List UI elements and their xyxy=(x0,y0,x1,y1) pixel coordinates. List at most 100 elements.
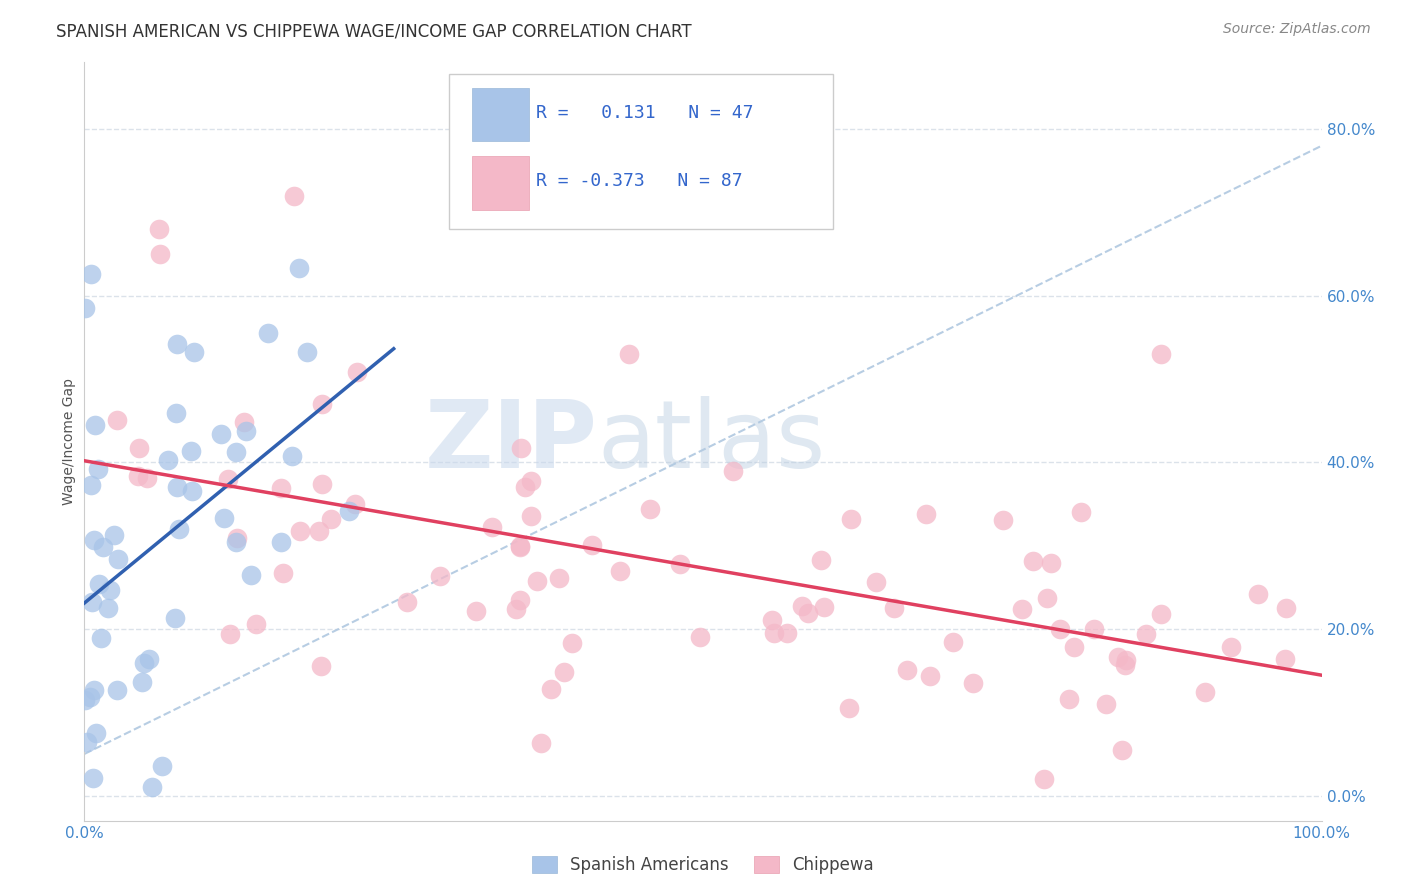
Point xyxy=(214,511,236,525)
Point xyxy=(288,260,311,275)
Point xyxy=(141,780,163,795)
FancyBboxPatch shape xyxy=(471,88,529,141)
Point xyxy=(1059,692,1081,706)
Point xyxy=(76,735,98,749)
Point xyxy=(548,570,571,584)
Point xyxy=(245,616,267,631)
Point xyxy=(165,406,187,420)
Point xyxy=(135,471,157,485)
Point xyxy=(689,630,711,644)
Point xyxy=(553,665,575,680)
Point xyxy=(149,247,172,261)
Point xyxy=(127,468,149,483)
Point xyxy=(346,365,368,379)
Point xyxy=(138,651,160,665)
Point xyxy=(165,611,187,625)
Point xyxy=(797,607,820,621)
Point xyxy=(509,441,531,455)
Point xyxy=(761,613,783,627)
Point xyxy=(962,675,984,690)
Point xyxy=(839,511,862,525)
Point xyxy=(225,445,247,459)
Point xyxy=(82,595,104,609)
Text: SPANISH AMERICAN VS CHIPPEWA WAGE/INCOME GAP CORRELATION CHART: SPANISH AMERICAN VS CHIPPEWA WAGE/INCOME… xyxy=(56,22,692,40)
Point xyxy=(270,535,292,549)
Point xyxy=(218,627,240,641)
Point xyxy=(1107,650,1129,665)
Point xyxy=(883,600,905,615)
Text: R = -0.373   N = 87: R = -0.373 N = 87 xyxy=(536,172,742,191)
Text: ZIP: ZIP xyxy=(425,395,598,488)
Point xyxy=(1220,640,1243,655)
Point xyxy=(308,524,330,538)
Point xyxy=(1194,685,1216,699)
Point xyxy=(721,463,744,477)
Point xyxy=(429,569,451,583)
Point xyxy=(295,345,318,359)
Point xyxy=(166,480,188,494)
Point xyxy=(87,577,110,591)
Point xyxy=(209,427,232,442)
Point xyxy=(1040,556,1063,570)
Point xyxy=(75,301,97,315)
Point xyxy=(1049,622,1071,636)
Point xyxy=(217,472,239,486)
Point xyxy=(150,759,173,773)
Point xyxy=(97,601,120,615)
Point xyxy=(79,267,101,281)
Point xyxy=(281,450,304,464)
Point xyxy=(1095,697,1118,711)
Y-axis label: Wage/Income Gap: Wage/Income Gap xyxy=(62,378,76,505)
Point xyxy=(79,690,101,704)
Point xyxy=(1070,505,1092,519)
Point xyxy=(311,397,333,411)
Point xyxy=(464,604,486,618)
Point xyxy=(180,444,202,458)
Point xyxy=(638,502,661,516)
Point xyxy=(288,524,311,538)
Point xyxy=(1247,587,1270,601)
Point xyxy=(183,345,205,359)
Point xyxy=(83,683,105,698)
Point xyxy=(235,425,257,439)
Point xyxy=(520,474,543,488)
Point xyxy=(98,582,121,597)
Point xyxy=(520,509,543,524)
Point xyxy=(1022,554,1045,568)
Point xyxy=(1035,591,1057,605)
Point xyxy=(103,528,125,542)
Point xyxy=(513,480,536,494)
Point xyxy=(239,568,262,582)
Point xyxy=(1111,743,1133,757)
Point xyxy=(226,531,249,545)
Point xyxy=(319,512,342,526)
Point xyxy=(148,222,170,236)
Point xyxy=(1033,772,1056,786)
Point xyxy=(1114,657,1136,672)
Point xyxy=(668,558,690,572)
Point xyxy=(509,593,531,607)
Point xyxy=(526,574,548,589)
Point xyxy=(763,626,786,640)
Point xyxy=(225,534,247,549)
Point xyxy=(810,553,832,567)
Point xyxy=(337,504,360,518)
Point xyxy=(91,540,114,554)
Point xyxy=(838,701,860,715)
FancyBboxPatch shape xyxy=(450,74,832,229)
Point xyxy=(1135,627,1157,641)
Point xyxy=(1115,653,1137,667)
Point xyxy=(1274,652,1296,666)
Point xyxy=(1083,622,1105,636)
Point xyxy=(395,594,418,608)
Point xyxy=(134,657,156,671)
FancyBboxPatch shape xyxy=(471,156,529,210)
Point xyxy=(157,453,180,467)
Point xyxy=(609,564,631,578)
Point xyxy=(1063,640,1085,654)
Point xyxy=(105,412,128,426)
Text: Source: ZipAtlas.com: Source: ZipAtlas.com xyxy=(1223,22,1371,37)
Point xyxy=(776,625,799,640)
Point xyxy=(181,484,204,499)
Text: atlas: atlas xyxy=(598,395,827,488)
